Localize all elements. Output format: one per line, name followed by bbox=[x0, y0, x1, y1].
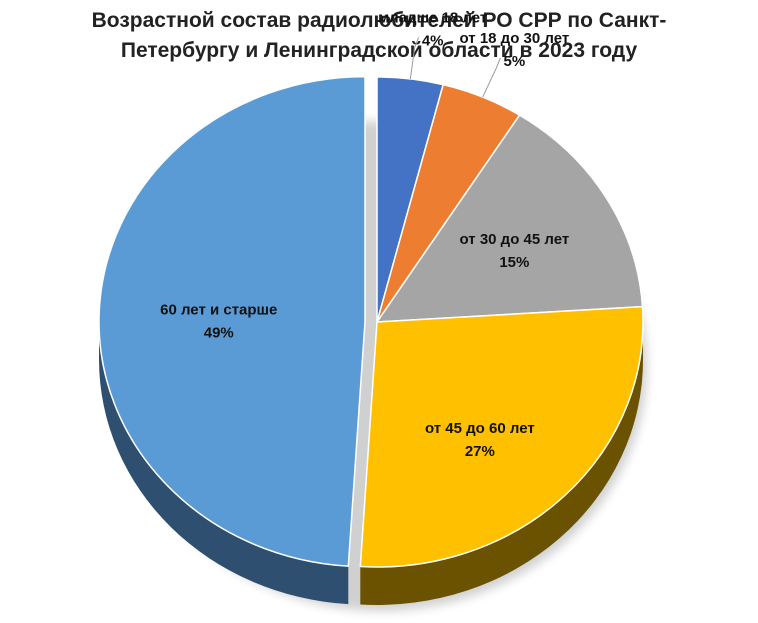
slice-60-plus bbox=[98, 75, 366, 567]
slice-30-45 bbox=[376, 114, 644, 323]
slice-value-60-plus: 49% bbox=[204, 324, 234, 341]
slice-value-30-45: 15% bbox=[499, 254, 529, 271]
chart-title: Возрастной состав радиолюбителей РО СРР … bbox=[0, 6, 758, 66]
slice-value-under-18: 4% bbox=[422, 32, 444, 49]
side-45-60 bbox=[360, 322, 643, 605]
slice-45-60 bbox=[359, 305, 644, 568]
slice-label-45-60: от 45 до 60 лет bbox=[425, 420, 535, 437]
slice-label-under-18: младше 18 лет bbox=[378, 9, 487, 26]
slice-value-45-60: 27% bbox=[465, 443, 495, 460]
chart-title-line-2: Петербургу и Ленинградской области в 202… bbox=[120, 39, 638, 62]
slice-label-60-plus: 60 лет и старше bbox=[160, 301, 277, 318]
side-60-plus bbox=[99, 321, 349, 605]
slice-label-30-45: от 30 до 45 лет bbox=[460, 231, 570, 248]
slice-label-18-30: от 18 до 30 лет bbox=[460, 30, 570, 47]
slice-value-18-30: 5% bbox=[504, 53, 526, 70]
leader-line-18-30 bbox=[482, 57, 501, 98]
chart-title-line-1: Возрастной состав радиолюбителей РО СРР … bbox=[91, 9, 667, 32]
leader-line-under-18 bbox=[409, 37, 420, 79]
